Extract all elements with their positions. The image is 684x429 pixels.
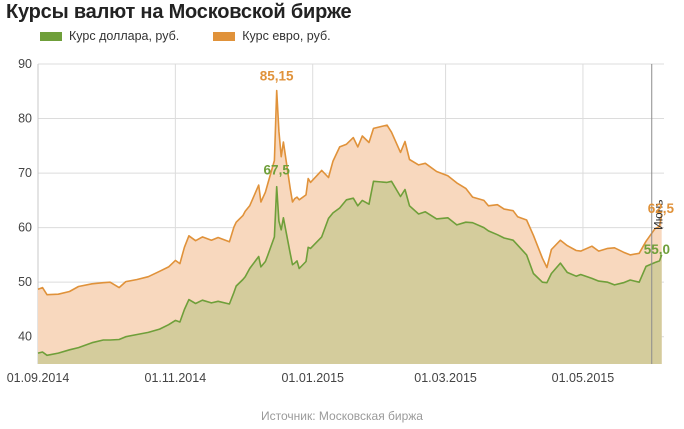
chart-legend: Курс доллара, руб. Курс евро, руб. <box>40 29 365 43</box>
x-tick-label-1: 01.11.2014 <box>145 371 207 385</box>
chart-title: Курсы валют на Московской бирже <box>6 1 352 23</box>
y-tick-label-90: 90 <box>18 57 32 71</box>
line-usd <box>37 180 663 357</box>
annotation-label-0: 85,15 <box>260 68 294 83</box>
x-tick-label-0: 01.09.2014 <box>7 371 70 385</box>
area-usd <box>38 181 662 364</box>
legend-swatch-usd <box>40 31 62 41</box>
legend-label-usd: Курс доллара, руб. <box>69 29 180 43</box>
y-tick-label-50: 50 <box>18 275 32 289</box>
y-tick-label-40: 40 <box>18 330 32 344</box>
y-tick-label-70: 70 <box>18 166 32 180</box>
legend-item-usd: Курс доллара, руб. <box>40 29 179 43</box>
x-tick-label-3: 01.03.2015 <box>414 371 477 385</box>
y-tick-label-80: 80 <box>18 112 32 126</box>
annotation-label-3: 55,0 <box>644 242 670 257</box>
legend-swatch-eur <box>213 31 236 41</box>
legend-item-eur: Курс евро, руб. <box>213 29 331 43</box>
x-tick-label-2: 01.01.2015 <box>281 371 344 385</box>
line-eur <box>37 89 663 296</box>
annotation-label-1: 67,5 <box>264 163 291 178</box>
legend-label-eur: Курс евро, руб. <box>242 29 331 43</box>
x-tick-label-4: 01.05.2015 <box>552 371 615 385</box>
annotation-label-2: 62,5 <box>648 201 675 216</box>
marker-label-june: Июнь <box>652 199 666 230</box>
y-tick-label-60: 60 <box>18 221 32 235</box>
source-note: Источник: Московская биржа <box>261 409 423 423</box>
